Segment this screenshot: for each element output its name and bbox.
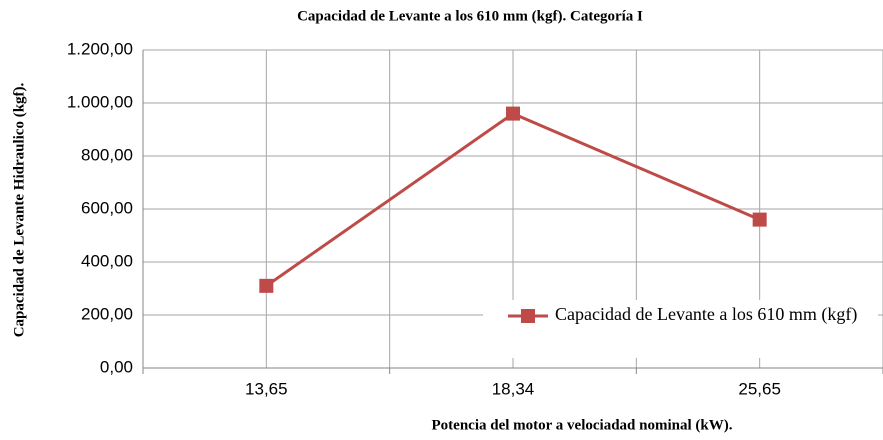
legend-label: Capacidad de Levante a los 610 mm (kgf) — [555, 304, 858, 324]
x-tick-label: 25,65 — [738, 379, 781, 398]
x-tick-label: 13,65 — [245, 379, 288, 398]
legend: Capacidad de Levante a los 610 mm (kgf) — [483, 300, 878, 358]
y-axis-title: Capacidad de Levante Hidraulico (kgf). — [11, 82, 27, 337]
data-point — [259, 278, 274, 293]
data-point — [506, 106, 520, 121]
y-tick-label: 800,00 — [81, 145, 133, 164]
data-point — [752, 212, 767, 227]
y-tick-label: 1.000,00 — [67, 92, 133, 111]
x-tick-label: 18,34 — [492, 379, 535, 398]
x-axis-title: Potencia del motor a veloc​iadad nominal… — [432, 417, 733, 433]
y-tick-label: 200,00 — [81, 304, 133, 323]
chart-title: Capacidad de Levante a los 610 mm (kgf).… — [297, 8, 643, 24]
legend-marker — [508, 309, 548, 323]
y-tick-label: 400,00 — [81, 251, 133, 270]
y-tick-label: 1.200,00 — [67, 39, 133, 58]
legend-square — [521, 309, 535, 323]
y-tick-label: 0,00 — [100, 357, 133, 376]
y-tick-label: 600,00 — [81, 198, 133, 217]
